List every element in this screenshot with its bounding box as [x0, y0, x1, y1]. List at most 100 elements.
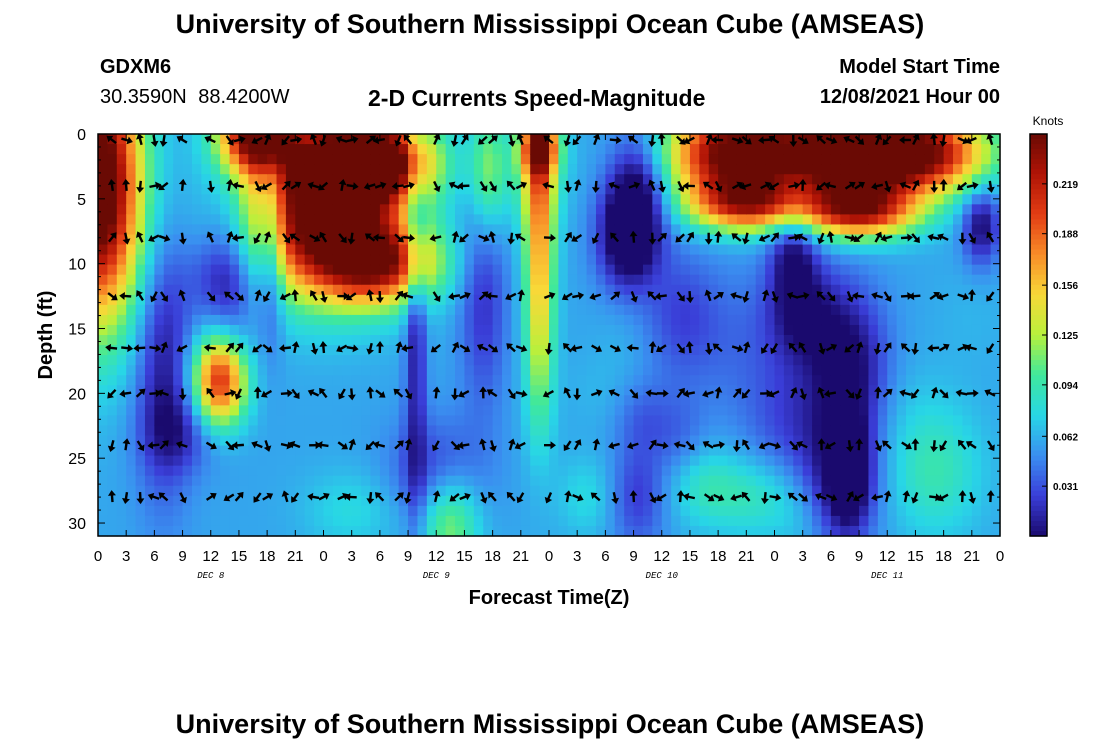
- heat-cell: [849, 144, 860, 155]
- heat-cell: [492, 174, 503, 185]
- heat-cell: [332, 485, 343, 497]
- heat-cell: [464, 244, 475, 256]
- heat-cell: [220, 525, 231, 537]
- heat-cell: [840, 174, 851, 185]
- heat-cell: [530, 314, 541, 326]
- heat-cell: [304, 304, 315, 316]
- current-arrow: [252, 343, 263, 353]
- heat-cell: [727, 194, 738, 205]
- colorbar-segment: [1030, 319, 1047, 326]
- heat-cell: [285, 385, 296, 396]
- heat-cell: [144, 304, 155, 316]
- heat-cell: [821, 375, 832, 386]
- heat-cell: [783, 204, 794, 215]
- heat-cell: [539, 254, 550, 266]
- heat-cell: [520, 174, 531, 185]
- heat-cell: [389, 164, 400, 175]
- current-arrow: [769, 493, 782, 502]
- heat-cell: [502, 284, 513, 296]
- heat-cell: [821, 314, 832, 326]
- current-arrow: [591, 232, 600, 244]
- heat-cell: [783, 164, 794, 175]
- heat-cell: [257, 164, 268, 175]
- heat-cell: [248, 144, 259, 155]
- heat-cell: [210, 314, 221, 326]
- heat-cell: [379, 134, 390, 145]
- heat-cell: [868, 405, 879, 416]
- heat-cell: [248, 324, 259, 336]
- current-arrow: [911, 492, 919, 504]
- heat-cell: [595, 365, 606, 376]
- heat-cell: [746, 164, 757, 175]
- heat-cell: [887, 405, 898, 416]
- day-label: DEC 8: [197, 571, 225, 581]
- heat-cell: [802, 505, 813, 517]
- heat-cell: [877, 415, 888, 427]
- heat-cell: [605, 284, 616, 296]
- heat-cell: [445, 144, 456, 155]
- current-arrow: [319, 290, 328, 303]
- heat-cell: [361, 164, 372, 175]
- heat-cell: [624, 455, 635, 467]
- heat-cell: [163, 365, 174, 376]
- heat-cell: [671, 345, 682, 356]
- colorbar-segment: [1030, 505, 1047, 512]
- current-arrow: [817, 232, 825, 245]
- heat-cell: [943, 164, 954, 175]
- x-tick-label: 15: [682, 548, 699, 565]
- heat-cell: [539, 495, 550, 507]
- axes: 0 3 6 9 12 15 18 21 0 3 6 9 12 15 18 21 0 3 6 9 12 15 18 21 0 3 6 9…: [68, 127, 1004, 581]
- heat-cell: [342, 194, 353, 205]
- heat-cell: [652, 475, 663, 487]
- heat-cell: [229, 244, 240, 256]
- heat-cell: [191, 174, 202, 185]
- heat-cell: [276, 184, 287, 195]
- heat-cell: [868, 395, 879, 406]
- heat-cell: [605, 515, 616, 527]
- heat-cell: [342, 294, 353, 306]
- heat-cell: [652, 264, 663, 276]
- heat-cell: [257, 405, 268, 416]
- heat-cell: [304, 375, 315, 386]
- heat-cell: [238, 224, 249, 236]
- heat-cell: [135, 505, 146, 517]
- heat-cell: [971, 314, 982, 326]
- heat-cell: [859, 425, 870, 437]
- heat-cell: [774, 224, 785, 236]
- heat-cell: [642, 415, 653, 427]
- current-arrow: [318, 181, 329, 191]
- heat-cell: [924, 164, 935, 175]
- heat-cell: [840, 355, 851, 366]
- heat-cell: [173, 405, 184, 416]
- heat-cell: [417, 365, 428, 376]
- heat-cell: [633, 314, 644, 326]
- heat-cell: [549, 174, 559, 185]
- heat-cell: [144, 164, 155, 175]
- heat-cell: [530, 264, 541, 276]
- heat-cell: [953, 234, 964, 246]
- heat-cell: [502, 415, 513, 427]
- x-tick-label: 3: [573, 548, 581, 565]
- heat-cell: [671, 405, 682, 416]
- heat-cell: [849, 254, 860, 266]
- heat-cell: [144, 174, 155, 185]
- heat-cell: [586, 164, 597, 175]
- heat-cell: [746, 495, 757, 507]
- heat-cell: [943, 415, 954, 427]
- heat-cell: [746, 505, 757, 517]
- heat-cell: [314, 214, 325, 226]
- heat-cell: [708, 214, 719, 226]
- heat-cell: [708, 385, 719, 396]
- heat-cell: [154, 345, 165, 356]
- heat-cell: [746, 365, 757, 376]
- heat-cell: [379, 304, 390, 316]
- heat-cell: [361, 204, 372, 215]
- heat-cell: [530, 475, 541, 487]
- heat-cell: [962, 475, 973, 487]
- heat-cell: [971, 495, 982, 507]
- heat-cell: [887, 194, 898, 205]
- current-arrow: [506, 180, 516, 191]
- current-arrow: [176, 344, 188, 353]
- heat-cell: [332, 224, 343, 236]
- current-arrow: [825, 136, 838, 145]
